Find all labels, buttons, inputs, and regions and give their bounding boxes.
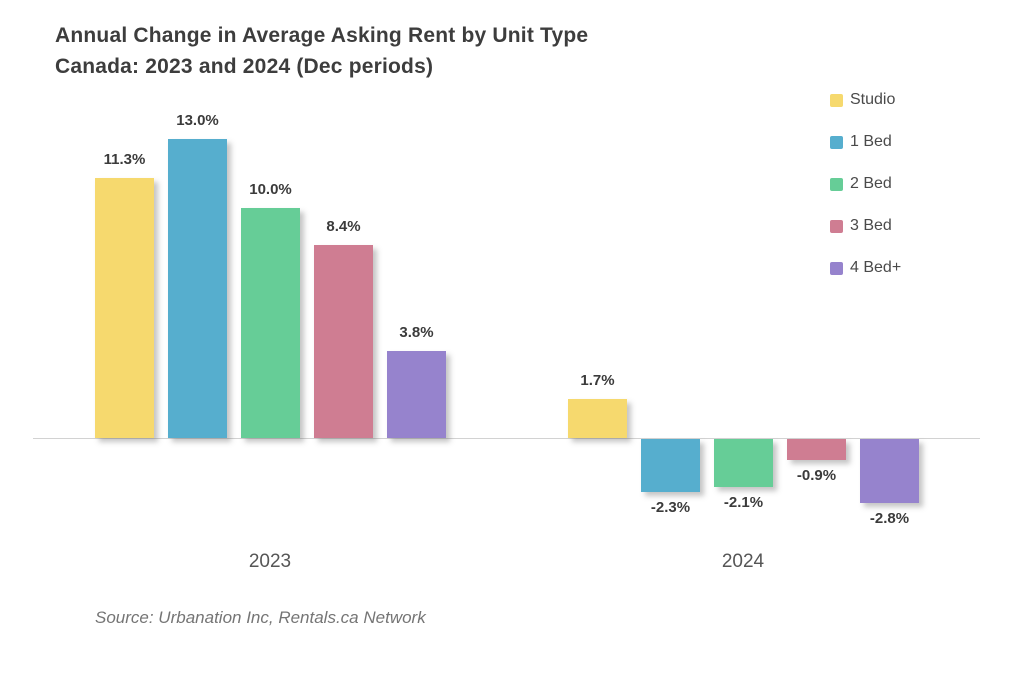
legend-swatch-3-bed [830,219,843,233]
bar-2023-studio [95,178,154,438]
legend-swatch-4-bed [830,261,843,275]
x-axis-label-2023: 2023 [248,551,292,572]
legend-swatch-1-bed [830,135,843,149]
zero-axis-line [33,438,980,439]
legend-item-studio: Studio [830,91,901,108]
chart-title-line1: Annual Change in Average Asking Rent by … [55,24,589,47]
bar-value-label-2024-4-bed: -2.8% [869,510,910,527]
bar-value-label-2023-2-bed: 10.0% [249,181,292,198]
bar-value-label-2024-3-bed: -0.9% [796,467,837,484]
chart-title-line2: Canada: 2023 and 2024 (Dec periods) [55,55,434,78]
bar-2024-1-bed [641,439,700,492]
legend-label-4-bed: 4 Bed+ [850,259,902,276]
x-axis-label-2024: 2024 [721,551,765,572]
bar-2024-4-bed [860,439,919,503]
source-note: Source: Urbanation Inc, Rentals.ca Netwo… [95,608,426,627]
legend: Studio 1 Bed 2 Bed 3 Bed 4 Bed+ [830,91,902,302]
bar-2023-3-bed [314,245,373,438]
bar-value-label-2024-1-bed: -2.3% [650,499,691,516]
bar-value-label-2023-1-bed: 13.0% [176,112,219,129]
bar-value-label-2023-4-bed: 3.8% [399,324,434,341]
legend-label-studio: Studio [850,91,896,108]
bar-value-label-2023-3-bed: 8.4% [326,218,361,235]
bar-value-label-2024-2-bed: -2.1% [723,494,764,511]
legend-swatch-2-bed [830,177,843,191]
bar-2024-2-bed [714,439,773,487]
chart-title: Annual Change in Average Asking Rent by … [55,20,588,82]
legend-swatch-studio [830,93,843,107]
bar-2024-studio [568,399,627,438]
legend-item-2-bed: 2 Bed [830,175,901,192]
bar-2024-3-bed [787,439,846,460]
bar-2023-1-bed [168,139,227,438]
bar-value-label-2024-studio: 1.7% [580,372,615,389]
bar-2023-4-bed [387,351,446,438]
legend-label-2-bed: 2 Bed [850,175,892,192]
legend-item-3-bed: 3 Bed [830,217,901,234]
legend-label-3-bed: 3 Bed [850,217,892,234]
legend-item-4-bed: 4 Bed+ [830,259,902,276]
legend-label-1-bed: 1 Bed [850,133,892,150]
legend-item-1-bed: 1 Bed [830,133,901,150]
bar-value-label-2023-studio: 11.3% [103,151,146,168]
bar-2023-2-bed [241,208,300,438]
